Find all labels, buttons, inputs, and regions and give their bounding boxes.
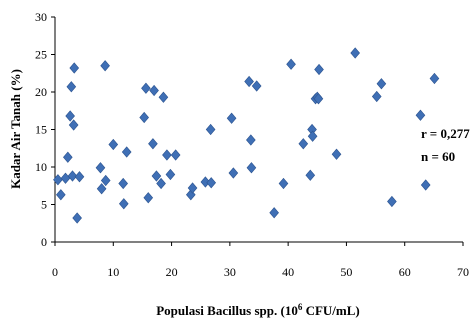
data-point [63, 151, 73, 163]
x-axis-title-main: Populasi Bacillus spp. (10 [156, 303, 298, 318]
x-tick-label: 50 [340, 265, 352, 279]
data-point [95, 162, 106, 174]
data-point [286, 58, 296, 70]
data-point [331, 148, 342, 160]
data-point [100, 174, 111, 187]
x-tick-label: 0 [52, 265, 58, 279]
data-point [298, 138, 309, 150]
data-point [246, 162, 257, 174]
x-tick-label: 10 [107, 265, 119, 279]
x-axis-title-superscript: 6 [298, 302, 303, 312]
data-point [371, 90, 382, 103]
x-tick-label: 40 [282, 265, 294, 279]
data-point [141, 82, 151, 94]
data-point [206, 177, 217, 189]
data-point [170, 149, 181, 161]
data-point [60, 172, 71, 184]
data-point [307, 130, 318, 142]
data-point [53, 174, 63, 186]
data-point [350, 47, 360, 59]
data-point [68, 119, 79, 131]
data-point [246, 134, 256, 146]
data-point [100, 60, 110, 72]
y-tick-label: 5 [41, 198, 47, 212]
data-point [156, 177, 166, 190]
data-point [74, 171, 85, 183]
data-point [118, 177, 129, 190]
x-tick-label: 70 [457, 265, 469, 279]
data-point [420, 179, 431, 191]
data-point [269, 207, 279, 219]
y-tick-label: 10 [35, 160, 47, 174]
data-point [415, 109, 426, 121]
data-point [151, 170, 162, 182]
data-point [278, 177, 289, 190]
plot-area: 0 5 10 15 20 25 30 0 10 20 30 40 50 60 70 [35, 10, 469, 279]
data-point [185, 189, 196, 201]
data-point [313, 93, 324, 105]
data-point [429, 72, 440, 85]
data-point [121, 146, 132, 158]
data-point [149, 84, 159, 97]
x-axis-title: Populasi Bacillus spp. (106 CFU/mL) [156, 302, 360, 318]
data-point [205, 123, 216, 136]
y-tick-label: 25 [35, 48, 47, 62]
data-point [66, 81, 77, 93]
data-point [69, 62, 80, 74]
data-point [228, 167, 239, 179]
data-point [139, 111, 149, 124]
x-tick-label: 60 [399, 265, 411, 279]
data-point [314, 63, 324, 76]
annotation-n: n = 60 [421, 149, 455, 164]
y-tick-label: 30 [35, 10, 47, 24]
data-point [56, 189, 66, 201]
data-point [251, 80, 262, 92]
y-axis-title: Kadar Air Tanah (%) [8, 69, 23, 189]
data-point [143, 192, 154, 204]
x-axis-title-tail: CFU/mL) [302, 303, 359, 318]
annotation-r: r = 0,277 [421, 126, 470, 141]
data-point [165, 168, 176, 181]
data-point [118, 198, 129, 210]
data-point [376, 78, 387, 90]
data-point [158, 91, 169, 103]
data-point [226, 112, 237, 124]
data-point [187, 182, 198, 194]
data-point [387, 195, 397, 208]
data-point [72, 212, 82, 224]
data-point [67, 170, 78, 182]
data-point [65, 110, 75, 122]
data-point [244, 75, 254, 88]
data-point [148, 138, 158, 150]
data-point [305, 169, 316, 181]
data-point [162, 149, 172, 161]
y-tick-label: 15 [35, 123, 47, 137]
y-tick-label: 20 [35, 85, 47, 99]
y-tick-label: 0 [41, 235, 47, 249]
data-point [108, 138, 119, 151]
data-point [96, 183, 107, 195]
x-tick-label: 20 [166, 265, 178, 279]
data-point [200, 176, 211, 188]
x-tick-label: 30 [224, 265, 236, 279]
